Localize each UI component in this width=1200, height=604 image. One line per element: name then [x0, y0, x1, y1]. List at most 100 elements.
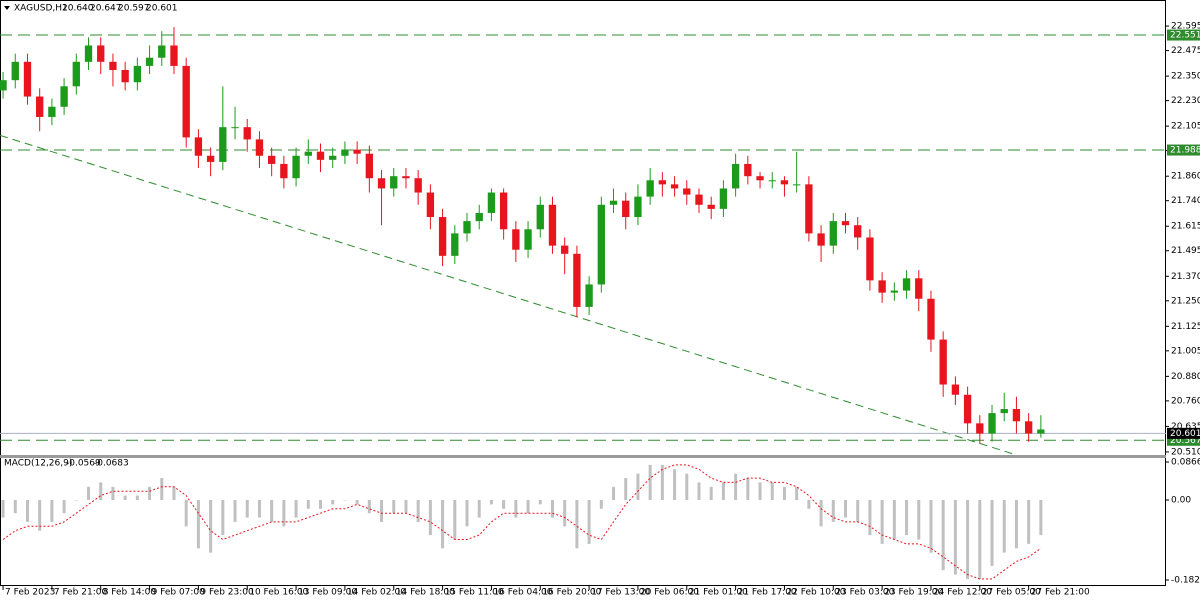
macd-histogram-bar — [905, 499, 909, 536]
candle-body — [329, 155, 337, 160]
macd-histogram-bar — [624, 478, 628, 500]
macd-histogram-bar — [453, 499, 457, 540]
macd-histogram-bar — [148, 486, 152, 500]
macd-histogram-bar — [489, 499, 493, 505]
candle-body — [475, 212, 483, 222]
x-tick-label: 15 Feb 11:00 — [445, 588, 504, 598]
macd-histogram-bar — [831, 499, 835, 522]
x-tick-label: 8 Feb 14:00 — [103, 588, 157, 598]
candle-body — [451, 233, 459, 256]
candle-body — [915, 278, 923, 299]
candle-body — [902, 278, 911, 291]
candle-body — [805, 184, 813, 234]
macd-histogram-bar — [1039, 499, 1043, 536]
candle-body — [0, 80, 7, 91]
candle-body — [243, 127, 251, 140]
y-tick-label: 20.510 — [1171, 447, 1200, 457]
macd-histogram-bar — [355, 499, 359, 505]
macd-histogram-bar — [25, 499, 29, 522]
candle-body — [1000, 409, 1008, 414]
candle-body — [206, 155, 215, 162]
macd-histogram-bar — [966, 499, 970, 579]
macd-histogram-bar — [1002, 499, 1006, 553]
y-tick-label: 21.005 — [1171, 346, 1200, 356]
macd-histogram-bar — [978, 499, 982, 579]
level-label: 20.567 — [1170, 436, 1200, 446]
macd-histogram-bar — [660, 464, 664, 500]
macd-histogram-bar — [318, 499, 322, 509]
candle-body — [597, 204, 605, 285]
x-tick-label: 24 Feb 12:00 — [933, 588, 992, 598]
y-tick-label: 21.860 — [1171, 172, 1200, 182]
level-label: 21.988 — [1170, 146, 1200, 156]
symbol-dropdown-icon[interactable] — [4, 6, 10, 10]
y-tick-label: 21.495 — [1171, 246, 1200, 256]
macd-histogram-bar — [87, 486, 91, 500]
macd-histogram-bar — [514, 499, 518, 518]
x-tick-label: 27 Feb 21:00 — [1031, 588, 1090, 598]
candle-body — [463, 221, 471, 234]
x-tick-label: 7 Feb 21:00 — [54, 588, 108, 598]
candle-body — [487, 192, 496, 213]
macd-histogram-bar — [648, 464, 652, 500]
macd-histogram-bar — [575, 499, 579, 549]
macd-histogram-bar — [441, 499, 445, 549]
macd-histogram-bar — [331, 499, 335, 505]
y-tick-label: 21.250 — [1171, 296, 1200, 306]
symbol-label: XAGUSD,H1 — [14, 4, 68, 14]
x-tick-label: 14 Feb 02:00 — [347, 588, 406, 598]
candle-body — [866, 237, 874, 281]
y-tick-label: 22.350 — [1171, 72, 1200, 82]
x-tick-label: 17 Feb 13:00 — [591, 588, 650, 598]
candle-body — [353, 149, 361, 154]
candle-body — [109, 61, 117, 70]
candle-body — [768, 180, 776, 182]
y-tick-label: 22.230 — [1171, 96, 1200, 106]
candle-body — [573, 253, 581, 307]
macd-histogram-bar — [184, 499, 188, 527]
y-tick-label: 20.880 — [1171, 372, 1200, 382]
macd-histogram-bar — [721, 482, 725, 500]
y2-tick-label: 0.0866 — [1171, 457, 1200, 467]
macd-histogram-bar — [929, 499, 933, 553]
macd-histogram-bar — [416, 499, 420, 522]
candle-body — [963, 394, 972, 424]
macd-histogram-bar — [587, 499, 591, 544]
candle-body — [1012, 409, 1021, 422]
candle-body — [219, 127, 227, 162]
candle-body — [72, 61, 80, 87]
x-tick-label: 27 Feb 05:00 — [982, 588, 1041, 598]
candle-body — [390, 176, 398, 189]
x-tick-label: 9 Feb 23:00 — [200, 588, 254, 598]
candle-body — [280, 163, 288, 179]
x-tick-label: 23 Feb 19:00 — [884, 588, 943, 598]
macd-histogram-bar — [844, 499, 848, 518]
level-label: 22.551 — [1170, 31, 1200, 41]
macd-histogram-bar — [526, 499, 530, 514]
macd-histogram-bar — [795, 486, 799, 500]
macd-histogram-bar — [807, 499, 811, 509]
candle-body — [707, 204, 715, 209]
candle-body — [182, 65, 190, 138]
x-tick-label: 9 Feb 07:00 — [152, 588, 206, 598]
macd-histogram-bar — [953, 499, 957, 575]
macd-histogram-bar — [1027, 499, 1031, 544]
macd-histogram-bar — [819, 499, 823, 527]
candle-body — [414, 178, 422, 193]
macd-histogram-bar — [550, 499, 554, 518]
candle-body — [377, 178, 386, 189]
y-tick-label: 21.740 — [1171, 196, 1200, 206]
macd-histogram-bar — [257, 499, 261, 518]
macd-histogram-bar — [50, 499, 54, 522]
macd-histogram-bar — [209, 499, 213, 553]
candle-body — [670, 184, 679, 189]
y-tick-label: 22.595 — [1171, 22, 1200, 32]
current-price-box — [1167, 427, 1200, 439]
macd-histogram-bar — [758, 482, 762, 500]
macd-histogram-bar — [233, 499, 237, 522]
macd-histogram-bar — [62, 499, 66, 514]
macd-signal-line — [2, 464, 1042, 580]
pane-separator — [0, 455, 1166, 458]
macd-histogram-bar — [477, 499, 481, 518]
